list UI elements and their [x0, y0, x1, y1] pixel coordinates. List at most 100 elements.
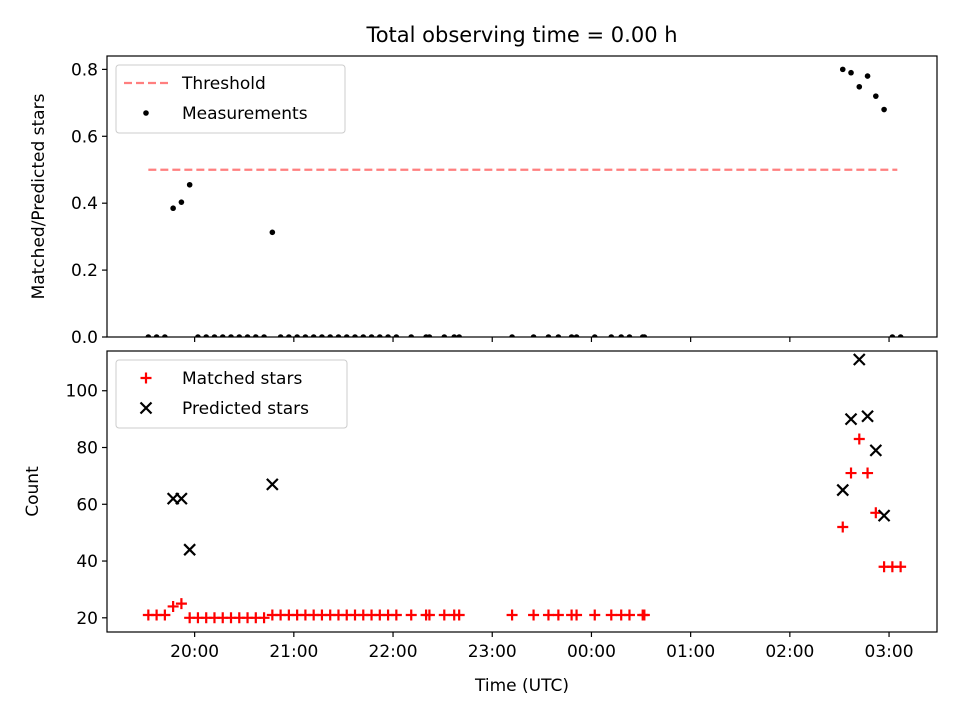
data-point-plus: [862, 467, 874, 479]
data-point-dot: [335, 334, 342, 337]
panel-count: 20 40 60 80 100 20:00 21:00 22:00 23:00 00:00 01:0…: [23, 350, 938, 696]
y-tick-label: 0.0: [71, 328, 98, 348]
data-point-plus: [895, 561, 907, 573]
data-point-dot: [573, 334, 580, 337]
legend-label: Threshold: [181, 74, 266, 94]
data-point-dot: [393, 334, 400, 337]
data-point-dot: [864, 73, 871, 79]
data-point-x: [175, 492, 188, 505]
data-point-dot: [352, 334, 358, 337]
data-point-dot: [211, 334, 218, 337]
data-point-plus: [167, 600, 179, 612]
data-point-dot: [343, 334, 350, 337]
y-tick-label: 80: [76, 439, 98, 459]
data-point-dot: [426, 334, 433, 337]
data-point-plus: [853, 433, 865, 445]
y-axis-label: Matched/Predicted stars: [29, 93, 49, 299]
data-point-x: [869, 444, 883, 457]
chart-title: Total observing time = 0.00 h: [365, 23, 677, 47]
data-point-plus: [837, 521, 849, 533]
y-tick-label: 20: [76, 609, 98, 629]
data-point-dot: [162, 334, 168, 337]
data-point-x: [877, 509, 891, 522]
legend-label: Measurements: [182, 104, 308, 124]
data-point-dot: [244, 334, 251, 337]
data-point-plus: [542, 609, 554, 621]
data-point-plus: [438, 609, 450, 621]
data-point-plus: [845, 467, 857, 479]
data-point-dot: [897, 334, 904, 337]
data-point-dot: [881, 106, 887, 113]
data-point-dot: [178, 199, 185, 205]
x-tick-label: 22:00: [369, 642, 418, 662]
data-point-dot: [236, 334, 243, 337]
data-point-dot: [186, 181, 193, 188]
data-point-dot: [319, 334, 325, 337]
data-point-dot: [286, 334, 292, 337]
legend-box: [115, 359, 348, 429]
legend-swatch-dot: [143, 110, 149, 116]
data-point-dot: [385, 334, 391, 337]
data-point-plus: [258, 612, 270, 624]
axes-frame: [106, 55, 938, 338]
data-point-plus: [552, 609, 564, 621]
data-point-dot: [839, 66, 846, 73]
data-point-dot: [269, 229, 276, 236]
data-point-plus: [405, 609, 417, 621]
y-tick-label: 0.2: [71, 261, 98, 281]
legend: Matched stars Predicted stars: [115, 359, 348, 429]
data-points: [142, 353, 907, 624]
legend-swatch-x: [139, 401, 153, 415]
legend: Threshold Measurements: [115, 64, 346, 134]
y-tick-label: 60: [76, 495, 98, 515]
data-point-x: [183, 543, 196, 556]
data-point-dot: [145, 334, 152, 337]
x-tick-label: 02:00: [765, 642, 814, 662]
data-point-dot: [451, 334, 458, 337]
x-axis-label: Time (UTC): [474, 676, 569, 696]
data-point-plus: [870, 507, 882, 519]
data-point-dot: [509, 334, 515, 337]
data-point-dot: [170, 205, 176, 212]
data-point-dot: [294, 334, 300, 337]
data-point-dot: [856, 83, 863, 90]
data-point-x: [853, 353, 866, 366]
data-point-plus: [159, 609, 171, 621]
data-point-x: [861, 410, 874, 423]
legend-box: [115, 64, 346, 134]
data-point-dot: [873, 93, 879, 99]
data-point-plus: [605, 609, 617, 621]
legend-swatch-plus: [140, 372, 152, 384]
data-point-dot: [545, 334, 552, 337]
data-point-dot: [889, 334, 896, 337]
data-point-dot: [641, 334, 648, 337]
data-point-plus: [528, 609, 540, 621]
data-point-dot: [368, 334, 375, 337]
data-points: [145, 66, 904, 337]
data-point-plus: [589, 609, 601, 621]
data-point-x: [844, 412, 858, 426]
x-tick-label: 20:00: [170, 642, 219, 662]
data-point-dot: [302, 334, 309, 337]
y-tick-label: 40: [76, 552, 98, 572]
data-point-dot: [626, 334, 633, 337]
legend-label: Matched stars: [182, 369, 302, 389]
data-point-dot: [555, 334, 562, 337]
data-point-dot: [277, 334, 284, 337]
data-point-dot: [848, 69, 854, 76]
data-point-plus: [390, 609, 402, 621]
data-point-dot: [195, 334, 201, 337]
data-point-dot: [327, 334, 334, 337]
data-point-dot: [377, 334, 383, 337]
x-tick-label: 23:00: [468, 642, 517, 662]
data-point-plus: [453, 609, 465, 621]
x-tick-label: 00:00: [567, 642, 616, 662]
x-tick-label: 01:00: [666, 642, 715, 662]
y-tick-label: 0.6: [71, 127, 98, 147]
x-tick-label: 21:00: [269, 642, 318, 662]
legend-label: Predicted stars: [182, 399, 309, 419]
data-point-dot: [360, 334, 367, 337]
data-point-dot: [203, 334, 210, 337]
data-point-dot: [530, 334, 537, 337]
